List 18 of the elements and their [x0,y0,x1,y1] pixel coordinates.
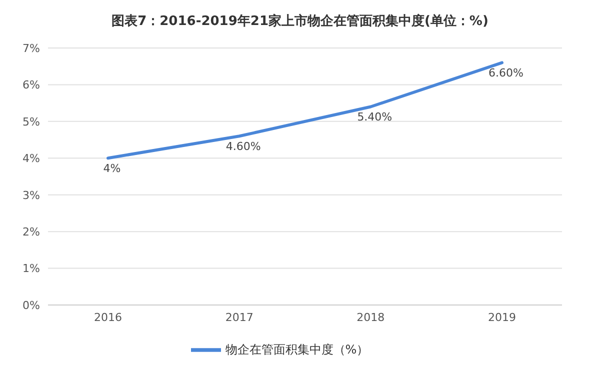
x-tick-label: 2018 [356,310,385,324]
y-tick-label: 4% [22,152,40,166]
y-tick-label: 7% [22,42,40,55]
x-tick-label: 2016 [94,310,122,324]
y-tick-label: 6% [22,78,40,92]
y-tick-label: 0% [22,298,40,312]
y-tick-label: 2% [22,225,40,238]
data-label: 6.60% [488,66,524,80]
y-tick-label: 3% [22,188,40,202]
legend-label: 物企在管面积集中度（%） [225,342,369,356]
y-tick-label: 5% [22,115,40,128]
chart-title: 图表7：2016-2019年21家上市物企在管面积集中度(单位：%) [110,12,490,31]
data-label: 4% [103,162,121,176]
data-label: 5.40% [357,110,392,124]
y-tick-label: 1% [22,262,40,276]
x-tick-label: 2019 [488,310,516,324]
x-tick-label: 2017 [225,310,254,324]
data-label: 4.60% [226,140,261,154]
